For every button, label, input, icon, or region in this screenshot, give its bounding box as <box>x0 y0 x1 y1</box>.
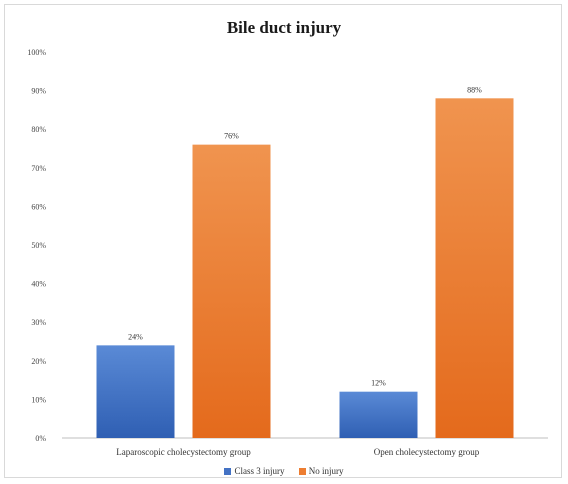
bar-class3-injury <box>96 345 175 438</box>
bar-class3-injury <box>339 391 418 438</box>
y-tick-label: 0% <box>35 434 46 443</box>
chart-title: Bile duct injury <box>226 18 342 37</box>
bar-no-injury <box>435 98 514 438</box>
x-tick-label: Open cholecystectomy group <box>374 447 480 457</box>
legend-swatch-class3 <box>224 468 232 476</box>
data-label: 76% <box>224 132 239 141</box>
y-tick-label: 100% <box>27 48 46 57</box>
y-tick-label: 80% <box>31 125 46 134</box>
y-tick-label: 40% <box>31 280 46 289</box>
y-tick-label: 70% <box>31 164 46 173</box>
bar-no-injury <box>192 144 271 438</box>
legend-swatch-no-injury <box>298 468 306 476</box>
y-tick-label: 60% <box>31 202 46 211</box>
chart-legend: Class 3 injury No injury <box>0 466 568 476</box>
data-label: 12% <box>371 379 386 388</box>
legend-label-class3: Class 3 injury <box>234 466 285 476</box>
x-tick-label: Laparoscopic cholecystectomy group <box>116 447 251 457</box>
data-label: 24% <box>128 332 143 341</box>
y-tick-label: 90% <box>31 87 46 96</box>
y-tick-label: 20% <box>31 357 46 366</box>
y-tick-label: 30% <box>31 318 46 327</box>
legend-item-no-injury: No injury <box>298 466 344 476</box>
legend-label-no-injury: No injury <box>308 466 344 476</box>
y-tick-label: 50% <box>31 241 46 250</box>
y-tick-label: 10% <box>31 395 46 404</box>
legend-item-class3: Class 3 injury <box>224 466 285 476</box>
data-label: 88% <box>467 85 482 94</box>
